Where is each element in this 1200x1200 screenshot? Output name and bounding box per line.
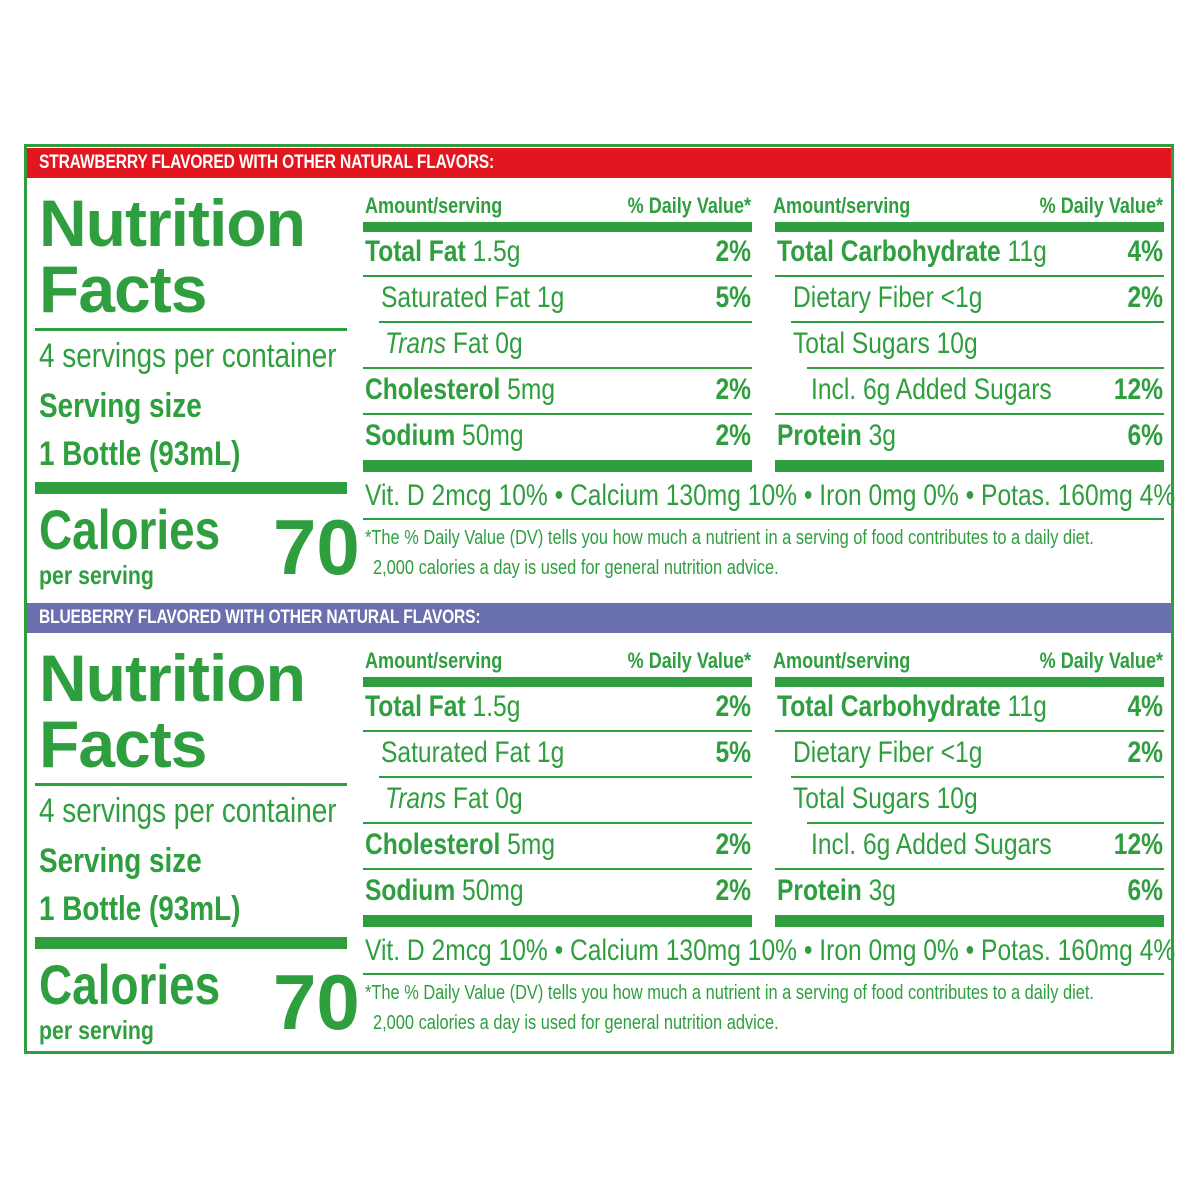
header-bar [775,677,1164,687]
serving-size-label: Serving size [39,387,202,425]
trans-fat-row: Trans Fat 0g [385,327,523,360]
cholesterol-dv: 2% [715,828,751,861]
title-nutrition: Nutrition [39,186,306,260]
protein-row: Protein 3g [777,419,896,452]
header-bar [363,677,752,687]
servings-per-container: 4 servings per container [39,337,337,375]
calories-label: Calories [39,498,221,561]
flavor-banner: BLUEBERRY FLAVORED WITH OTHER NATURAL FL… [27,603,1171,633]
footnote-line-1: *The % Daily Value (DV) tells you how mu… [365,527,1094,549]
header-bar [363,222,752,232]
total-carbohydrate-row: Total Carbohydrate 11g [777,690,1047,723]
footnote-line-1: *The % Daily Value (DV) tells you how mu… [365,982,1094,1004]
vitamins-minerals: Vit. D 2mcg 10% • Calcium 130mg 10% • Ir… [365,479,1176,512]
dietary-fiber-dv: 2% [1127,281,1163,314]
vitamins-minerals: Vit. D 2mcg 10% • Calcium 130mg 10% • Ir… [365,934,1176,967]
amount-serving-header: Amount/serving [773,648,911,673]
sodium-row: Sodium 50mg [365,874,524,907]
nutrition-panel: BLUEBERRY FLAVORED WITH OTHER NATURAL FL… [27,603,1175,1053]
serving-size-label: Serving size [39,842,202,880]
amount-serving-header: Amount/serving [773,193,911,218]
flavor-banner-text: STRAWBERRY FLAVORED WITH OTHER NATURAL F… [39,152,495,173]
title-facts: Facts [39,252,207,326]
total-carbohydrate-dv: 4% [1127,235,1163,268]
protein-dv: 6% [1127,419,1163,452]
dietary-fiber-row: Dietary Fiber <1g [793,281,983,314]
daily-value-header: % Daily Value* [1039,648,1163,673]
added-sugars-row: Incl. 6g Added Sugars [811,373,1052,406]
sodium-dv: 2% [715,419,751,452]
thick-bar-right [775,460,1164,472]
header-bar [775,222,1164,232]
total-fat-row: Total Fat 1.5g [365,235,521,268]
thick-divider [35,937,347,949]
thick-bar-right [775,915,1164,927]
added-sugars-dv: 12% [1113,828,1163,861]
label-frame [24,144,1174,1054]
title-facts: Facts [39,707,207,781]
cholesterol-row: Cholesterol 5mg [365,373,556,406]
footnote-line-2: 2,000 calories a day is used for general… [373,557,779,579]
saturated-fat-dv: 5% [715,736,751,769]
cholesterol-row: Cholesterol 5mg [365,828,556,861]
saturated-fat-row: Saturated Fat 1g [381,736,565,769]
sodium-row: Sodium 50mg [365,419,524,452]
added-sugars-dv: 12% [1113,373,1163,406]
cholesterol-dv: 2% [715,373,751,406]
serving-size-value: 1 Bottle (93mL) [39,890,241,928]
sodium-dv: 2% [715,874,751,907]
nutrition-panel: STRAWBERRY FLAVORED WITH OTHER NATURAL F… [27,148,1175,598]
divider [35,328,347,331]
total-fat-dv: 2% [715,235,751,268]
title-nutrition: Nutrition [39,641,306,715]
saturated-fat-dv: 5% [715,281,751,314]
saturated-fat-row: Saturated Fat 1g [381,281,565,314]
total-sugars-row: Total Sugars 10g [793,327,978,360]
amount-serving-header: Amount/serving [365,648,503,673]
total-sugars-row: Total Sugars 10g [793,782,978,815]
daily-value-header: % Daily Value* [627,193,751,218]
thick-bar-left [363,915,752,927]
divider [35,783,347,786]
servings-per-container: 4 servings per container [39,792,337,830]
dietary-fiber-row: Dietary Fiber <1g [793,736,983,769]
per-serving-label: per serving [39,560,154,590]
calories-label: Calories [39,953,221,1016]
dietary-fiber-dv: 2% [1127,736,1163,769]
daily-value-header: % Daily Value* [1039,193,1163,218]
calories-value: 70 [273,958,360,1046]
total-carbohydrate-row: Total Carbohydrate 11g [777,235,1047,268]
flavor-banner-text: BLUEBERRY FLAVORED WITH OTHER NATURAL FL… [39,607,481,628]
daily-value-header: % Daily Value* [627,648,751,673]
total-carbohydrate-dv: 4% [1127,690,1163,723]
per-serving-label: per serving [39,1015,154,1045]
added-sugars-row: Incl. 6g Added Sugars [811,828,1052,861]
total-fat-row: Total Fat 1.5g [365,690,521,723]
thick-bar-left [363,460,752,472]
footnote-line-2: 2,000 calories a day is used for general… [373,1012,779,1034]
protein-row: Protein 3g [777,874,896,907]
trans-fat-row: Trans Fat 0g [385,782,523,815]
serving-size-value: 1 Bottle (93mL) [39,435,241,473]
flavor-banner: STRAWBERRY FLAVORED WITH OTHER NATURAL F… [27,148,1171,178]
total-fat-dv: 2% [715,690,751,723]
calories-value: 70 [273,503,360,591]
thick-divider [35,482,347,494]
protein-dv: 6% [1127,874,1163,907]
amount-serving-header: Amount/serving [365,193,503,218]
